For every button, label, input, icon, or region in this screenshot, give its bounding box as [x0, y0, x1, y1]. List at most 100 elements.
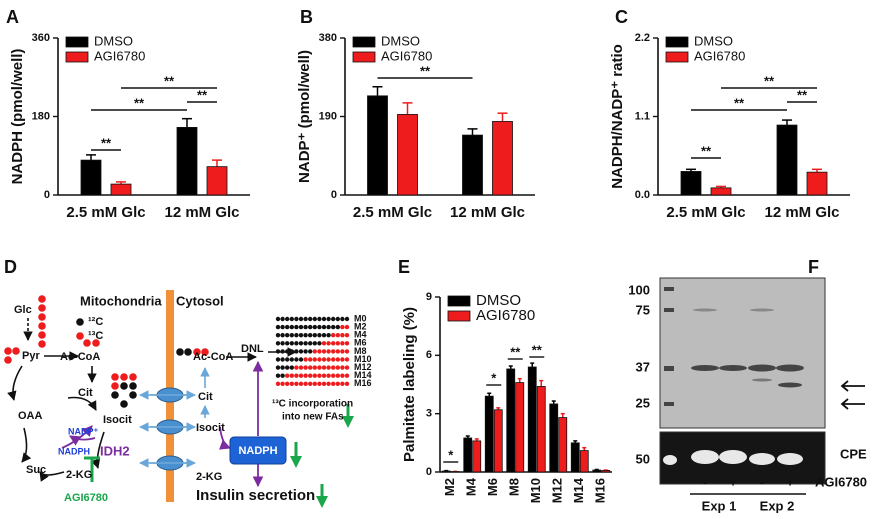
carbon-dot: [321, 357, 327, 362]
metabolite: 2-KG: [196, 471, 222, 483]
metabolite: Cit: [78, 387, 93, 399]
legend-label: DMSO: [94, 33, 133, 48]
legend-label: AGI6780: [694, 48, 745, 63]
carbon-dot: [335, 373, 340, 378]
carbon-dot: [331, 357, 336, 362]
significance-label: **: [797, 87, 808, 102]
carbon-dot: [321, 341, 327, 346]
y-axis-label: NADPH/NADP⁺ ratio: [609, 44, 626, 189]
carbon-dot: [317, 357, 322, 362]
carbon-dot: [280, 333, 285, 338]
carbon-dot: [298, 381, 304, 386]
carbon-dot: [344, 381, 350, 386]
carbon-dot: [321, 349, 327, 354]
carbon-dot: [321, 381, 327, 386]
carbon-dot: [294, 381, 299, 386]
carbon-dot: [275, 333, 281, 338]
western-blot: F 100 75 37 25 50 CPE AGI6780 - + - + Ex…: [628, 257, 867, 514]
y-tick-label: 3: [426, 408, 432, 420]
panel-label: F: [808, 257, 819, 277]
compartment-label: Mitochondria: [80, 293, 162, 308]
legend-label: AGI6780: [94, 48, 145, 63]
significance-label: **: [164, 73, 175, 88]
carbon-dot: [308, 357, 313, 362]
carbon-dot: [280, 316, 285, 322]
transporters: [156, 387, 184, 471]
significance-label: **: [420, 63, 431, 78]
carbon-dot: [275, 357, 281, 362]
carbon-dot: [344, 324, 350, 330]
bar: [558, 417, 568, 473]
carbon-dot: [294, 333, 299, 338]
metabolite: Pyr: [22, 350, 40, 362]
carbon-dot: [344, 373, 350, 378]
legend-swatch: [665, 36, 689, 48]
carbon-dot: [317, 316, 322, 322]
carbon-dot: [280, 341, 285, 346]
inhibition: [84, 456, 100, 482]
carbon-dot: [321, 373, 327, 378]
bar: [397, 114, 418, 196]
carbon-dot: [280, 324, 285, 330]
legend-label: DMSO: [694, 33, 733, 48]
carbon-dot: [285, 316, 290, 322]
bar: [680, 171, 702, 196]
legend-swatch: [65, 36, 89, 48]
carbon-dot: [331, 349, 336, 354]
x-tick-label: M2: [442, 478, 457, 496]
y-tick-label: 6: [426, 349, 432, 361]
carbon-dot: [275, 373, 281, 378]
carbon-dot: [335, 316, 340, 322]
carbon-dot: [308, 381, 313, 386]
bar: [472, 440, 482, 473]
nadph-label: NADPH: [238, 445, 277, 457]
carbon-dot: [285, 324, 290, 330]
loading-bands: [663, 450, 803, 465]
carbon-dot: [331, 365, 336, 370]
treatment-label: AGI6780: [815, 474, 867, 489]
carbon-dot: [285, 373, 290, 378]
carbon-dot: [289, 373, 294, 378]
carbon-dot: [275, 341, 281, 346]
carbon-dot: [340, 341, 345, 346]
carbon-dot: [326, 349, 331, 354]
x-tick-label: M8: [507, 478, 522, 496]
experiment-label: Exp 2: [760, 498, 795, 513]
carbon-dot: [298, 365, 304, 370]
y-tick-label: 0: [426, 466, 432, 478]
isotopologue-label: M16: [354, 378, 372, 388]
y-tick-label: 0: [331, 189, 337, 201]
carbon-dot: [321, 365, 327, 370]
carbon-dot: [340, 316, 345, 322]
experiment-label: Exp 1: [702, 498, 737, 513]
metabolite: Ac-CoA: [60, 351, 100, 363]
y-axis-label: NADP⁺ (pmol/well): [296, 50, 313, 183]
significance-label: **: [701, 143, 712, 158]
carbon-dot: [312, 357, 317, 362]
significance-label: **: [532, 342, 543, 357]
carbon-dot: [275, 381, 281, 386]
significance-label: *: [491, 370, 497, 385]
carbon-dot: [280, 365, 285, 370]
x-tick-label: 12 mM Glc: [764, 204, 839, 221]
dnl: DNL: [241, 343, 264, 355]
legend-label: AGI6780: [381, 48, 432, 63]
carbon-dot: [326, 381, 331, 386]
marker: 25: [636, 395, 650, 410]
marker: 75: [636, 302, 650, 317]
legend-label: AGI6780: [476, 307, 535, 324]
metabolite: Isocit: [103, 414, 132, 426]
carbon-dot: [344, 341, 350, 346]
carbon-dot: [303, 357, 308, 362]
y-tick-label: 0: [44, 189, 50, 201]
x-tick-label: M12: [550, 478, 565, 503]
bar: [506, 368, 516, 473]
carbon-dot: [312, 316, 317, 322]
carbon-dot: [317, 349, 322, 354]
carbon-dot: [340, 324, 345, 330]
carbon-dot: [303, 365, 308, 370]
x-tick-label: 12 mM Glc: [450, 204, 525, 221]
carbon-dot: [280, 349, 285, 354]
bar: [492, 121, 513, 196]
